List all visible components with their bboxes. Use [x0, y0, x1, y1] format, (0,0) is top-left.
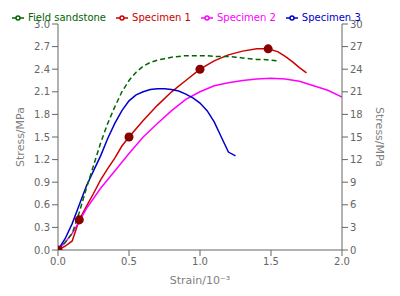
svg-text:27: 27	[350, 41, 363, 52]
svg-text:0.3: 0.3	[34, 222, 50, 233]
svg-text:1.8: 1.8	[34, 109, 50, 120]
svg-text:6: 6	[350, 199, 356, 210]
svg-text:3.0: 3.0	[34, 19, 50, 30]
svg-text:2.1: 2.1	[34, 86, 50, 97]
svg-text:Stress/MPa: Stress/MPa	[373, 107, 386, 167]
svg-text:2.4: 2.4	[34, 64, 50, 75]
svg-text:15: 15	[350, 132, 363, 143]
svg-text:1.2: 1.2	[34, 154, 50, 165]
svg-text:0.0: 0.0	[50, 256, 66, 267]
svg-text:12: 12	[350, 154, 363, 165]
svg-text:Stress/MPa: Stress/MPa	[14, 107, 27, 167]
svg-text:0.0: 0.0	[34, 245, 50, 256]
svg-text:0.6: 0.6	[34, 199, 50, 210]
svg-text:0.5: 0.5	[121, 256, 137, 267]
svg-text:0.9: 0.9	[34, 177, 50, 188]
svg-text:24: 24	[350, 64, 363, 75]
svg-text:1.5: 1.5	[263, 256, 279, 267]
svg-text:1.0: 1.0	[192, 256, 208, 267]
svg-text:18: 18	[350, 109, 363, 120]
svg-text:2.0: 2.0	[334, 256, 350, 267]
svg-text:30: 30	[350, 19, 363, 30]
svg-text:3: 3	[350, 222, 356, 233]
svg-text:9: 9	[350, 177, 356, 188]
svg-text:0: 0	[350, 245, 356, 256]
svg-text:1.5: 1.5	[34, 132, 50, 143]
svg-text:Strain/10⁻³: Strain/10⁻³	[170, 274, 231, 287]
svg-text:2.7: 2.7	[34, 41, 50, 52]
svg-text:21: 21	[350, 86, 363, 97]
